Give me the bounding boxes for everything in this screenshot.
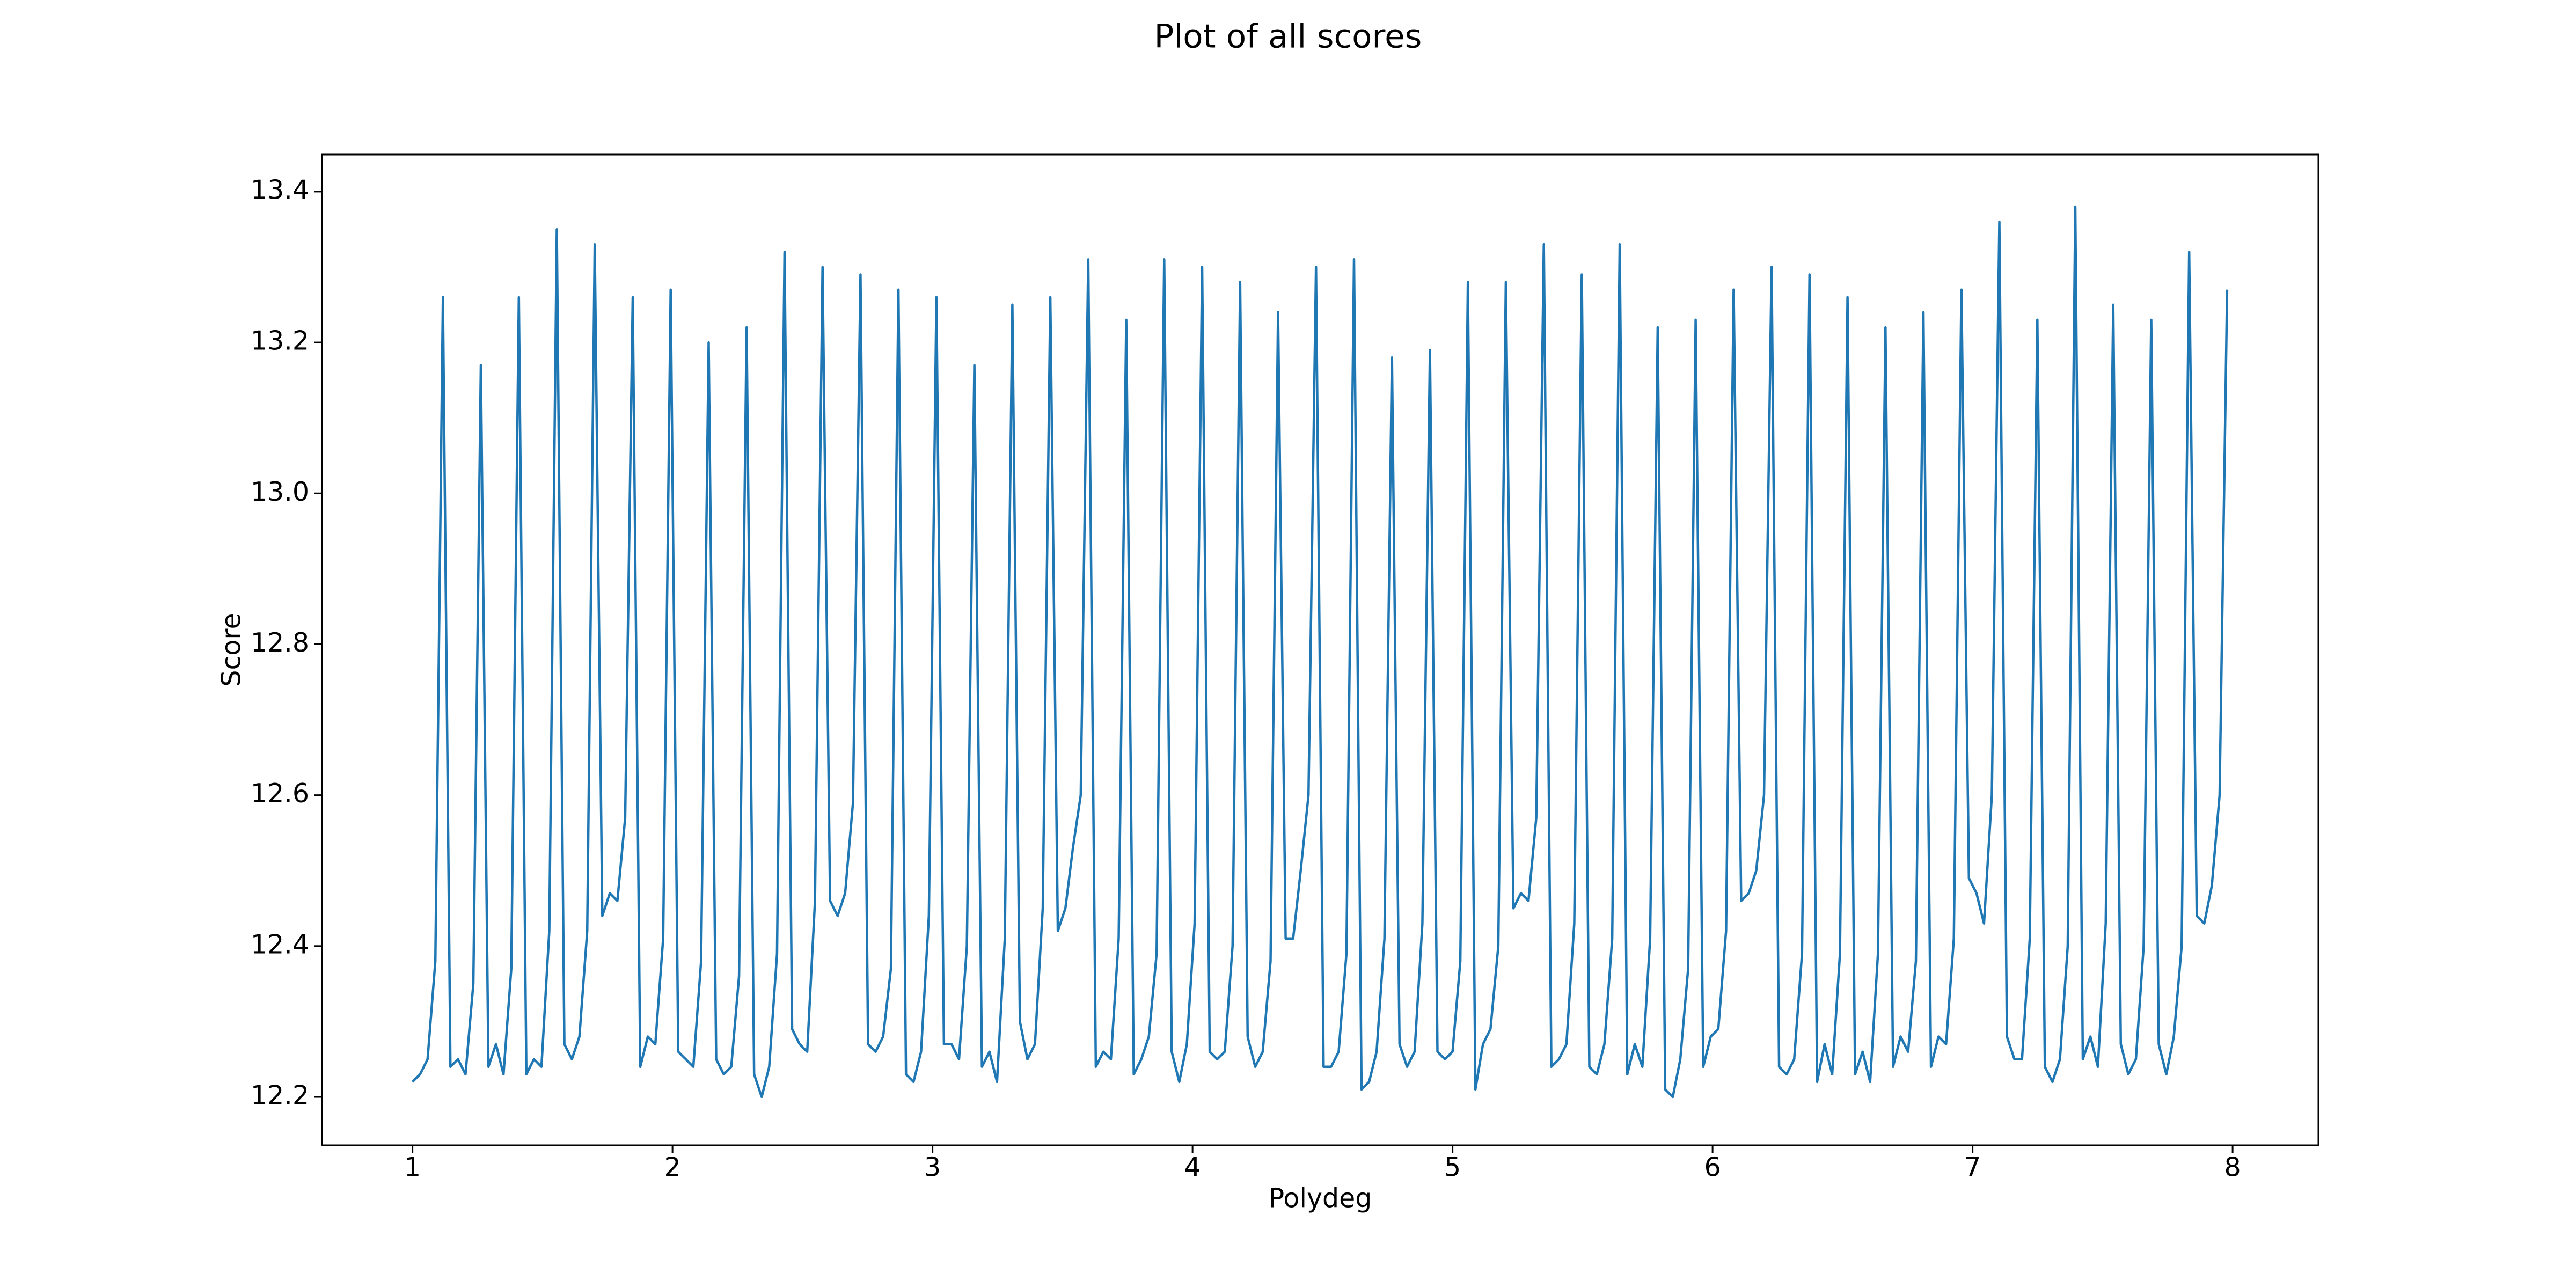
x-tick-label: 2: [664, 1152, 681, 1183]
y-tick-label: 12.6: [251, 778, 309, 809]
x-tick-label: 8: [2224, 1152, 2241, 1183]
line-series: [412, 205, 2229, 1099]
chart-title: Plot of all scores: [1154, 18, 1422, 56]
y-axis-label: Score: [216, 613, 247, 686]
x-tick-label: 1: [404, 1152, 421, 1183]
x-tick-label: 5: [1444, 1152, 1461, 1183]
y-tick-label: 12.2: [251, 1080, 309, 1111]
y-tick-label: 12.8: [251, 627, 309, 658]
y-tick-label: 13.0: [251, 477, 309, 507]
x-tick-label: 7: [1964, 1152, 1981, 1183]
x-tick-label: 3: [924, 1152, 941, 1183]
x-tick-label: 4: [1184, 1152, 1201, 1183]
y-tick-label: 13.4: [251, 174, 309, 205]
x-tick-label: 6: [1704, 1152, 1721, 1183]
y-tick-label: 13.2: [251, 326, 309, 356]
y-tick-label: 12.4: [251, 929, 309, 960]
x-axis-label: Polydeg: [1269, 1183, 1372, 1214]
plot-frame: [321, 153, 2319, 1146]
